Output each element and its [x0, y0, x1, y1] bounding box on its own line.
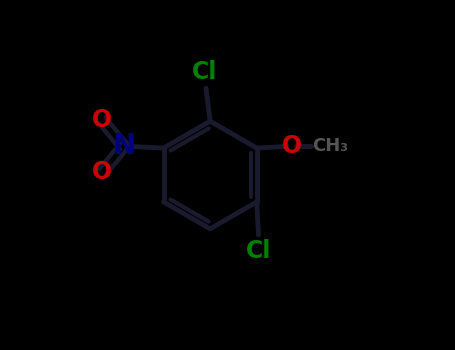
- Text: Cl: Cl: [192, 60, 217, 84]
- Text: O: O: [92, 160, 112, 184]
- Text: CH₃: CH₃: [312, 137, 349, 155]
- Text: Cl: Cl: [246, 239, 271, 263]
- Text: O: O: [92, 108, 112, 132]
- Text: N: N: [112, 132, 135, 160]
- Text: O: O: [281, 134, 302, 158]
